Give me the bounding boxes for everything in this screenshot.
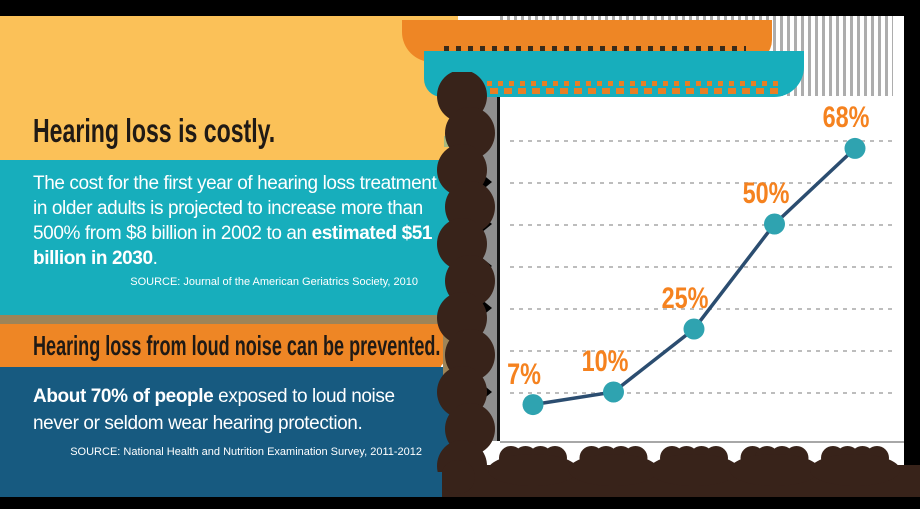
tan-divider — [0, 315, 455, 324]
prevention-body-rest: exposed to loud noise never or seldom we… — [33, 386, 395, 434]
data-point-label: 50% — [742, 177, 789, 210]
brown-scallop-strip — [437, 72, 495, 472]
trend-line-chart — [522, 137, 866, 416]
prevention-panel — [0, 367, 455, 497]
bottom-frame-bar — [0, 497, 920, 509]
clipped-subtitle-text — [462, 80, 778, 94]
data-point — [603, 381, 624, 403]
costly-body-pre: The cost for the first year of hearing l… — [33, 173, 437, 244]
data-point — [522, 394, 544, 416]
chart-gridline — [510, 140, 894, 142]
clipped-x-label-base — [568, 454, 659, 486]
chart-area: 7% 10% 25% 50% 68% — [500, 96, 904, 443]
clipped-x-label-base — [488, 454, 578, 486]
chart-gridline — [510, 266, 894, 268]
costly-body-bold: estimated $51 billion in 2030 — [33, 223, 433, 269]
chart-gridline — [510, 392, 894, 394]
data-point — [683, 318, 705, 340]
data-point — [844, 137, 866, 159]
data-point-label: 7% — [507, 357, 541, 391]
costly-heading: Hearing loss is costly. — [33, 112, 276, 149]
axis-arrow-icon — [481, 173, 492, 191]
costly-panel — [0, 16, 458, 160]
chart-gridline — [510, 182, 894, 184]
clipped-x-label-base — [649, 454, 739, 486]
clipped-subtitle-blob-teal — [424, 51, 804, 97]
right-frame-strip — [904, 0, 920, 509]
data-point — [764, 213, 785, 235]
prevention-body-bold: About 70% of people — [33, 386, 214, 407]
data-point-label: 25% — [661, 282, 709, 315]
chart-gridline — [510, 350, 894, 352]
data-point-label: 68% — [822, 101, 870, 135]
chart-gridline — [510, 224, 894, 226]
chart-gridline — [510, 308, 894, 310]
band-left-cap — [442, 460, 475, 494]
x-axis-band-clipped-labels — [442, 446, 920, 499]
top-frame-bar — [0, 0, 920, 16]
costly-body-panel — [0, 160, 455, 315]
costly-body-end: . — [152, 248, 158, 269]
prevention-heading: Hearing loss from loud noise can be prev… — [33, 330, 441, 361]
clipped-x-label-base — [810, 454, 900, 486]
axis-arrow-icon — [481, 299, 492, 317]
costly-source: SOURCE: Journal of the American Geriatri… — [130, 276, 418, 288]
prevention-body: About 70% of people exposed to loud nois… — [33, 383, 407, 437]
data-point-label: 10% — [581, 345, 628, 378]
clipped-x-label-base — [729, 454, 820, 486]
costly-body: The cost for the first year of hearing l… — [33, 171, 453, 271]
prevention-source: SOURCE: National Health and Nutrition Ex… — [70, 446, 422, 458]
